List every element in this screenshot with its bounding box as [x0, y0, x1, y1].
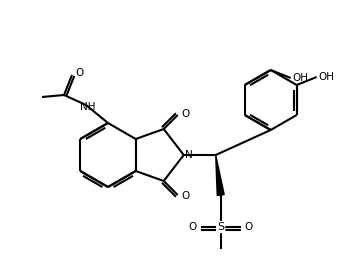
- Text: OH: OH: [293, 73, 309, 83]
- Text: S: S: [217, 222, 224, 232]
- Text: O: O: [245, 222, 253, 232]
- Text: O: O: [181, 109, 190, 119]
- Polygon shape: [216, 155, 224, 195]
- Text: O: O: [188, 222, 197, 232]
- Text: OH: OH: [319, 72, 335, 82]
- Text: O: O: [181, 191, 190, 201]
- Text: N: N: [185, 150, 193, 160]
- Text: NH: NH: [80, 102, 96, 112]
- Text: O: O: [76, 68, 84, 78]
